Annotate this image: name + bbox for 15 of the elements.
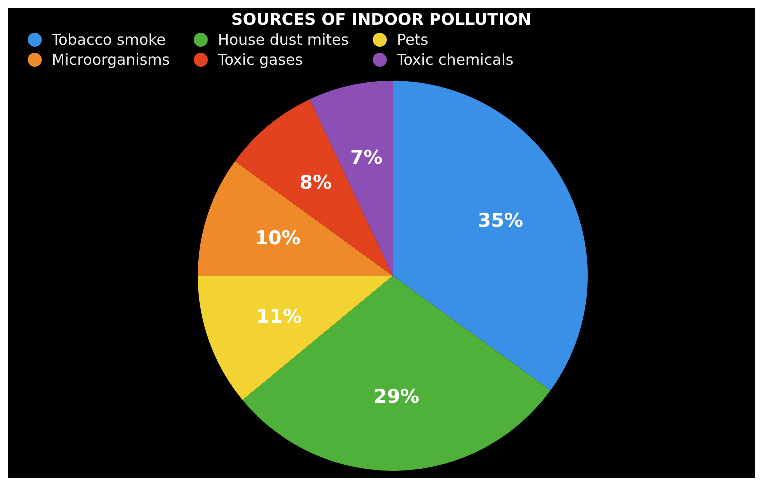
data-label: 35% xyxy=(478,210,524,232)
legend-label: Pets xyxy=(397,31,429,49)
data-label: 7% xyxy=(350,147,383,170)
chart-title: SOURCES OF INDOOR POLLUTION xyxy=(230,9,533,29)
pie-slice xyxy=(235,100,393,276)
data-label: 8% xyxy=(300,172,332,194)
legend-label: Tobacco smoke xyxy=(52,31,166,49)
legend-label: Toxic gases xyxy=(218,51,304,69)
legend-label: House dust mites xyxy=(218,31,350,49)
legend-label: Microorganisms xyxy=(52,51,170,69)
data-label: 11% xyxy=(256,306,302,328)
data-label: 29% xyxy=(374,386,420,408)
pie-slice xyxy=(242,276,551,471)
data-label: 10% xyxy=(255,228,301,250)
legend-label: Toxic chemicals xyxy=(397,51,514,69)
